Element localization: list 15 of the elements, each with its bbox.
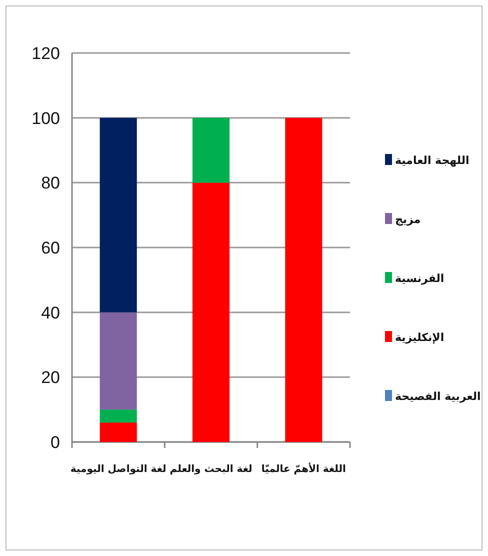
y-tick-label: 20 xyxy=(41,368,60,388)
y-tick-label: 120 xyxy=(32,44,60,63)
x-tick-label: لغة التواصل اليومية xyxy=(70,464,166,475)
x-tick-label: لغة البحث والعلم xyxy=(170,464,252,475)
y-tick-label: 60 xyxy=(41,238,60,258)
y-tick-label: 80 xyxy=(41,174,60,193)
legend-label: مزيج xyxy=(395,213,421,226)
y-tick-label: 0 xyxy=(50,433,60,452)
legend-label: الفرنسية xyxy=(395,272,444,285)
legend-label: العربية الفصيحة xyxy=(395,390,481,403)
legend-label: الإنكليزية xyxy=(395,331,444,344)
x-tick-label: اللغة الأهمّ عالميّا xyxy=(261,462,346,475)
y-tick-label: 40 xyxy=(41,303,60,322)
y-tick-label: 100 xyxy=(32,108,60,128)
legend-label: اللهجة العامية xyxy=(395,154,470,167)
